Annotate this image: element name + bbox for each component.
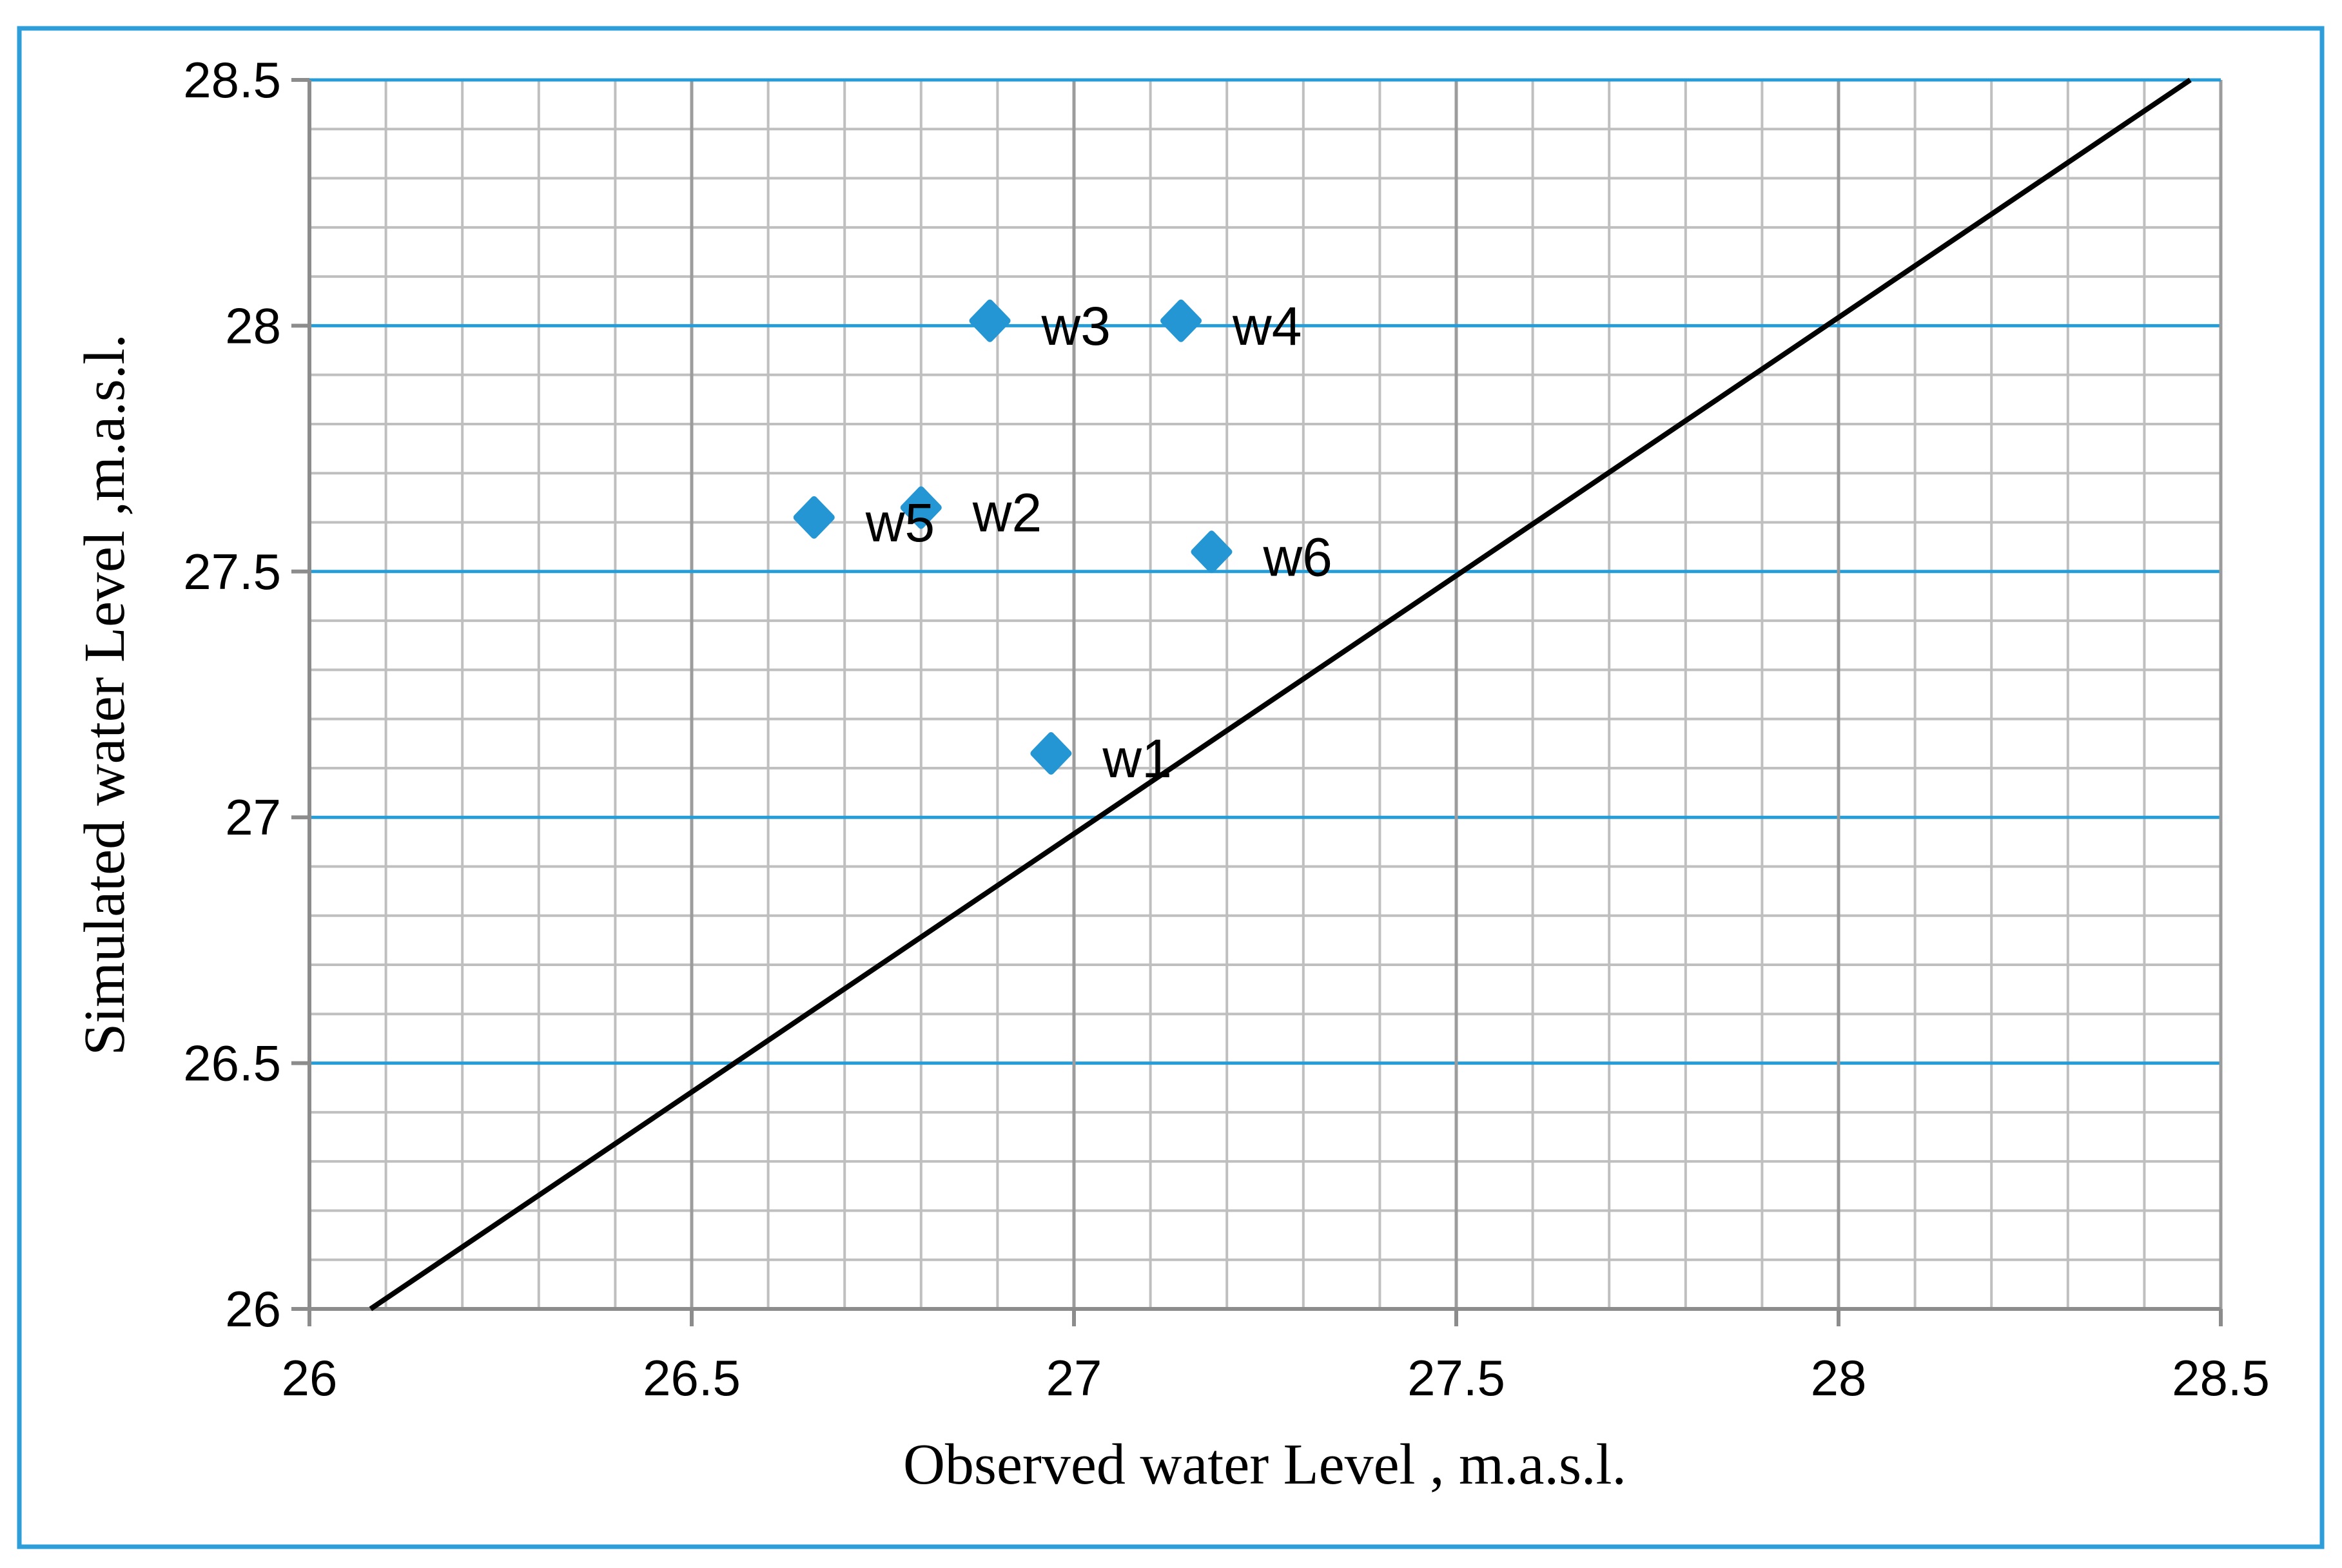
x-axis-title: Observed water Level , m.a.s.l. xyxy=(903,1433,1626,1496)
y-axis-title: Simulated water Level ,m.a.s.l. xyxy=(73,334,137,1056)
one-to-one-line xyxy=(369,77,2192,1312)
outer-border xyxy=(17,26,2325,1549)
y-tick-label-26.5: 26.5 xyxy=(183,1035,281,1092)
marker-w4 xyxy=(1160,299,1202,342)
y-tick-label-27.5: 27.5 xyxy=(183,543,281,600)
tick-marks xyxy=(291,78,2223,1326)
marker-w6 xyxy=(1191,530,1233,574)
axis-lines xyxy=(291,80,2221,1326)
minor-gridlines xyxy=(309,80,2221,1309)
point-label-w6: w6 xyxy=(1262,527,1332,587)
point-label-w5: w5 xyxy=(865,492,935,553)
x-tick-label-26: 26 xyxy=(282,1350,338,1406)
marker-w5 xyxy=(793,496,835,539)
y-tick-label-27: 27 xyxy=(225,789,281,846)
data-point-labels: w1 w2 w3 w4 w5 w6 xyxy=(865,296,1332,789)
y-tick-label-28: 28 xyxy=(225,297,281,354)
x-tick-label-27: 27 xyxy=(1046,1350,1102,1406)
point-label-w3: w3 xyxy=(1041,296,1111,356)
x-tick-label-28.5: 28.5 xyxy=(2172,1350,2270,1406)
x-tick-label-27.5: 27.5 xyxy=(1407,1350,1505,1406)
y-tick-label-26: 26 xyxy=(225,1281,281,1337)
point-label-w4: w4 xyxy=(1232,296,1302,356)
x-tick-label-28: 28 xyxy=(1811,1350,1867,1406)
marker-w2 xyxy=(900,486,942,529)
x-tick-label-26.5: 26.5 xyxy=(643,1350,741,1406)
data-point-markers xyxy=(793,299,1233,775)
marker-w1 xyxy=(1030,732,1072,775)
point-label-w2: w2 xyxy=(972,483,1042,543)
major-gridlines xyxy=(309,78,2223,1309)
point-label-w1: w1 xyxy=(1102,728,1171,789)
y-tick-label-28.5: 28.5 xyxy=(183,52,281,108)
marker-w3 xyxy=(969,299,1011,342)
